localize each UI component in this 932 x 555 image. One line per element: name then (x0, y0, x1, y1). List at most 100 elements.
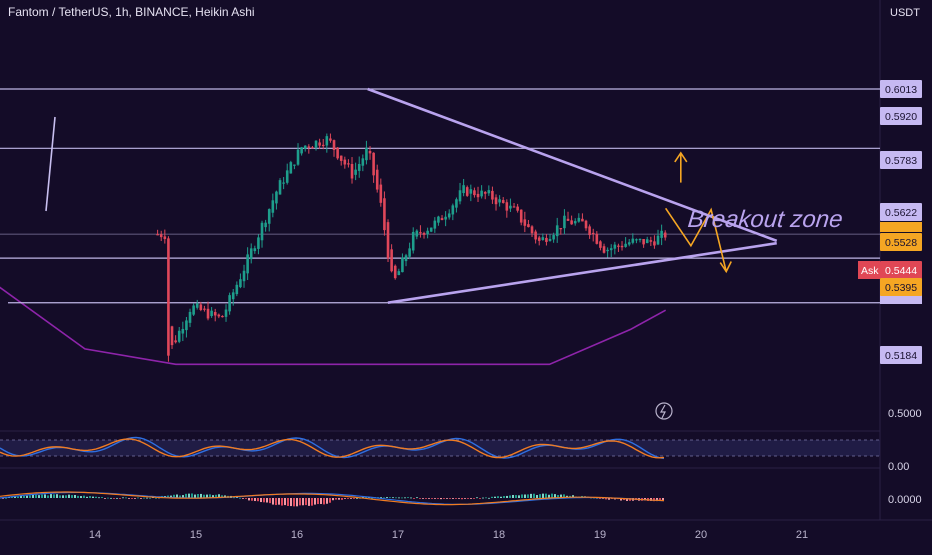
macd-histogram-bar (38, 495, 40, 498)
macd-histogram-bar (548, 494, 550, 498)
candle (404, 255, 408, 262)
candle (523, 219, 527, 226)
candle (635, 239, 638, 241)
candle (584, 220, 588, 229)
price-tag (880, 278, 922, 296)
macd-histogram-bar (191, 493, 193, 498)
candle (451, 205, 455, 215)
candle (602, 246, 606, 253)
macd-histogram-bar (329, 498, 331, 503)
macd-histogram-bar (122, 497, 124, 499)
macd-histogram-bar (395, 497, 397, 499)
macd-histogram-bar (494, 496, 496, 498)
candle (512, 206, 516, 208)
macd-histogram-bar (545, 493, 547, 498)
candle (285, 170, 289, 183)
macd-histogram-bar (221, 495, 223, 498)
macd-histogram-bar (104, 498, 106, 499)
macd-histogram-bar (476, 497, 478, 499)
candle (375, 169, 379, 190)
candle (195, 303, 199, 308)
drawn-trend-stroke (45, 116, 56, 212)
macd-histogram-bar (539, 494, 541, 498)
candle (314, 140, 318, 148)
candle (156, 234, 159, 236)
candle (595, 233, 599, 244)
macd-histogram-bar (140, 498, 142, 499)
macd-histogram-bar (200, 493, 202, 498)
macd-histogram-bar (20, 495, 22, 498)
candle (433, 220, 437, 229)
macd-histogram-bar (557, 495, 559, 498)
candle (577, 217, 581, 222)
candle (559, 228, 563, 230)
macd-histogram-bar (371, 497, 373, 499)
macd-histogram-bar (56, 494, 58, 498)
macd-histogram-bar (338, 498, 340, 500)
price-tag-label: 0.5783 (885, 155, 917, 167)
candle (332, 140, 336, 150)
macd-histogram-bar (392, 497, 394, 499)
candle (588, 226, 591, 236)
macd-histogram-bar (380, 497, 382, 498)
candle (483, 192, 487, 194)
macd-histogram-bar (86, 496, 88, 498)
candle (609, 248, 613, 251)
price-tag (880, 80, 922, 98)
candle (516, 206, 519, 211)
macd-histogram-bar (182, 495, 184, 498)
candle (566, 218, 570, 221)
candle (620, 245, 624, 248)
candle (253, 248, 257, 252)
candle (660, 230, 663, 238)
macd-histogram-bar (125, 497, 127, 499)
macd-histogram-bar (443, 498, 445, 499)
macd-histogram-bar (41, 494, 43, 498)
macd-histogram-bar (455, 498, 457, 499)
macd-histogram-bar (110, 497, 112, 499)
candle (613, 244, 617, 249)
candle (527, 224, 530, 228)
y-axis-label: 0.0000 (888, 494, 922, 506)
macd-histogram-bar (146, 497, 148, 499)
macd-histogram-bar (47, 495, 49, 498)
candle (357, 163, 361, 171)
candle (224, 309, 228, 317)
candle (163, 236, 167, 240)
candle (271, 200, 275, 213)
lightning-icon (655, 402, 673, 420)
candle (336, 147, 339, 159)
macd-histogram-bar (59, 495, 61, 498)
candle (318, 142, 321, 146)
x-tick-label: 21 (796, 529, 808, 541)
macd-histogram-bar (386, 497, 388, 498)
macd-histogram-bar (536, 495, 538, 498)
candle (462, 185, 465, 194)
price-tag-label: 0.5395 (885, 282, 917, 294)
candle (210, 310, 213, 317)
macd-histogram-bar (428, 498, 430, 499)
candle (649, 240, 653, 242)
price-tag-partial (880, 222, 922, 232)
macd-histogram-bar (356, 497, 358, 499)
breakout-zone-label: Breakout zone (687, 206, 844, 233)
macd-histogram-bar (62, 495, 64, 498)
macd-histogram-bar (149, 497, 151, 499)
macd-histogram-bar (431, 498, 433, 499)
macd-histogram-bar (425, 498, 427, 499)
candle (329, 138, 332, 141)
price-tag-label: 0.5528 (885, 237, 917, 249)
macd-histogram-bar (473, 498, 475, 499)
macd-histogram-bar (485, 497, 487, 499)
macd-histogram-bar (491, 496, 493, 498)
candle (386, 222, 390, 259)
candle (242, 270, 246, 282)
x-tick-label: 15 (190, 529, 202, 541)
candle (501, 200, 505, 203)
candle (257, 237, 260, 249)
candle (552, 235, 555, 240)
macd-histogram-bar (35, 494, 37, 498)
x-tick-label: 20 (695, 529, 707, 541)
stochastic-d-line (0, 438, 665, 459)
